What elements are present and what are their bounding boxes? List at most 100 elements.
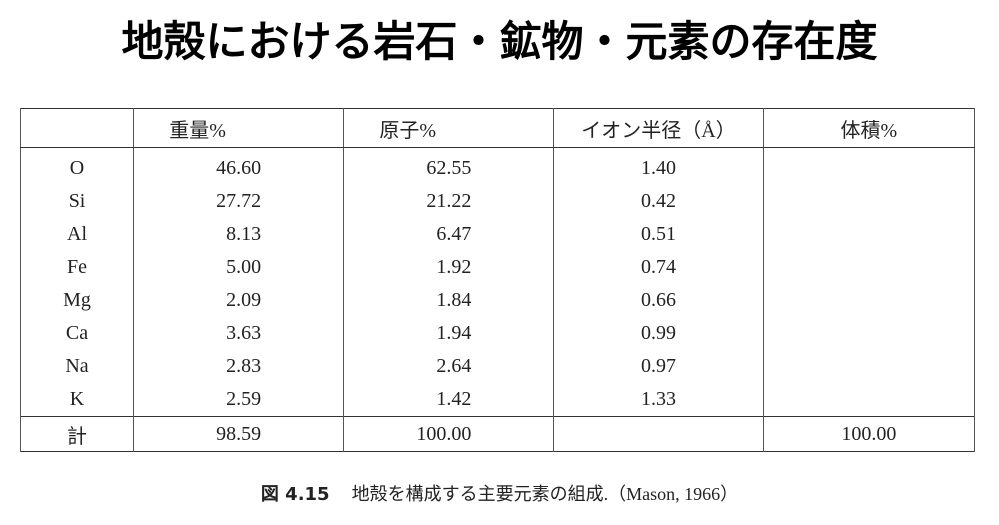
table-cell: 98.59	[133, 416, 345, 452]
cell-value: 0.42	[641, 190, 677, 212]
caption-label: 図 4.15	[260, 484, 330, 505]
table-cell: 100.00	[343, 416, 555, 452]
table-cell: 計	[19, 416, 135, 452]
cell-value: 21.22	[426, 190, 472, 212]
table-cell: 3.63	[133, 317, 345, 350]
table-cell: 100.00	[762, 416, 976, 452]
table-cell: 2.64	[343, 350, 555, 383]
table-cell: 0.97	[553, 350, 764, 383]
table-cell	[762, 284, 976, 317]
cell-value: 5.00	[226, 256, 262, 278]
row-label: 計	[67, 425, 88, 448]
cell-value: 2.59	[226, 388, 262, 410]
table-row: Ca 3.63 1.94 0.99	[19, 317, 976, 350]
cell-value: 0.74	[641, 256, 677, 278]
row-label: Fe	[67, 256, 88, 278]
table-cell: 6.47	[343, 218, 555, 251]
table-row: Na 2.83 2.64 0.97	[19, 350, 976, 383]
cell-value: 62.55	[426, 157, 472, 179]
table-cell: 0.42	[553, 185, 764, 218]
row-label: Mg	[63, 289, 91, 311]
table-row: 重量% 原子% イオン半径（Å） 体積%	[19, 108, 976, 148]
cell-value: 0.99	[641, 322, 677, 344]
table-cell	[553, 416, 764, 452]
table-cell	[19, 108, 135, 148]
cell-value: 100.00	[416, 422, 472, 445]
row-label: Al	[67, 223, 88, 245]
table-cell: 1.84	[343, 284, 555, 317]
cell-value: 体積%	[840, 119, 898, 142]
table-cell: 重量%	[133, 108, 345, 148]
table-cell: 2.83	[133, 350, 345, 383]
table-cell: 0.74	[553, 251, 764, 284]
table-cell	[762, 251, 976, 284]
table-cell: O	[19, 147, 135, 185]
table-cell	[762, 185, 976, 218]
table-cell: 1.92	[343, 251, 555, 284]
table-cell: 27.72	[133, 185, 345, 218]
cell-value: イオン半径（Å）	[581, 119, 736, 142]
table-cell	[762, 383, 976, 417]
table-row: Fe 5.00 1.92 0.74	[19, 251, 976, 284]
table-cell: Na	[19, 350, 135, 383]
cell-value: 0.66	[641, 289, 677, 311]
cell-value: 1.40	[641, 157, 677, 179]
cell-value: 46.60	[216, 157, 262, 179]
table-cell: 1.42	[343, 383, 555, 417]
cell-value: 1.92	[436, 256, 472, 278]
cell-value: 重量%	[169, 119, 226, 142]
cell-value: 3.63	[226, 322, 262, 344]
table-cell: 21.22	[343, 185, 555, 218]
caption: 図 4.15 地殻を構成する主要元素の組成.（Mason, 1966）	[0, 480, 999, 506]
cell-value: 2.83	[226, 355, 262, 377]
table-cell: 2.09	[133, 284, 345, 317]
cell-value: 100.00	[841, 422, 897, 445]
title: 地殻における岩石・鉱物・元素の存在度	[121, 17, 878, 66]
table-cell: Mg	[19, 284, 135, 317]
table-cell	[762, 350, 976, 383]
table-cell: 5.00	[133, 251, 345, 284]
element-table: 重量% 原子% イオン半径（Å） 体積% O 46.60 62.55 1.40 Si 27.72 2…	[19, 108, 976, 452]
row-label: Si	[68, 190, 86, 212]
table-row: 計 98.59 100.00 100.00	[19, 416, 976, 452]
cell-value: 1.42	[436, 388, 472, 410]
cell-value: 2.64	[436, 355, 472, 377]
row-label: O	[69, 157, 85, 179]
table-cell: Al	[19, 218, 135, 251]
table-row: Mg 2.09 1.84 0.66	[19, 284, 976, 317]
cell-value: 98.59	[216, 422, 262, 445]
table-cell: Ca	[19, 317, 135, 350]
cell-value: 6.47	[436, 223, 472, 245]
table-cell: 原子%	[343, 108, 555, 148]
table-cell	[762, 218, 976, 251]
table-cell: イオン半径（Å）	[553, 108, 764, 148]
cell-value: 2.09	[226, 289, 262, 311]
cell-value: 1.84	[436, 289, 472, 311]
row-label: K	[69, 388, 85, 410]
cell-value: 8.13	[226, 223, 262, 245]
table-cell: Si	[19, 185, 135, 218]
row-label: Na	[65, 355, 89, 377]
cell-value: 1.94	[436, 322, 472, 344]
table-row: K 2.59 1.42 1.33	[19, 383, 976, 417]
table-cell	[762, 317, 976, 350]
table-cell: Fe	[19, 251, 135, 284]
cell-value: 原子%	[379, 119, 437, 142]
table-cell: 1.94	[343, 317, 555, 350]
table-cell: K	[19, 383, 135, 417]
table-row: Al 8.13 6.47 0.51	[19, 218, 976, 251]
cell-value: 0.51	[641, 223, 677, 245]
table-row: Si 27.72 21.22 0.42	[19, 185, 976, 218]
row-label: Ca	[65, 322, 89, 344]
table-cell: 0.66	[553, 284, 764, 317]
table-cell: 2.59	[133, 383, 345, 417]
cell-value: 0.97	[641, 355, 677, 377]
table-cell: 体積%	[762, 108, 976, 148]
caption-source: （Mason, 1966）	[608, 484, 739, 504]
cell-value: 27.72	[216, 190, 262, 212]
table-cell: 0.51	[553, 218, 764, 251]
table-cell: 0.99	[553, 317, 764, 350]
cell-value: 1.33	[641, 388, 677, 410]
table-cell: 46.60	[133, 147, 345, 185]
